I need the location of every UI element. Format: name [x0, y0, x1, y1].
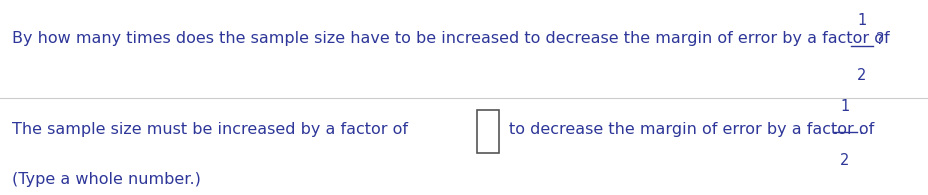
Text: .: . [857, 122, 863, 137]
Text: 2: 2 [856, 68, 866, 82]
Text: 1: 1 [840, 99, 848, 114]
Text: 1: 1 [857, 13, 865, 28]
Text: The sample size must be increased by a factor of: The sample size must be increased by a f… [12, 122, 407, 137]
Text: ?: ? [875, 32, 883, 46]
Text: (Type a whole number.): (Type a whole number.) [12, 172, 200, 187]
Text: By how many times does the sample size have to be increased to decrease the marg: By how many times does the sample size h… [12, 32, 889, 46]
Text: to decrease the margin of error by a factor of: to decrease the margin of error by a fac… [509, 122, 873, 137]
Text: 2: 2 [839, 153, 849, 168]
